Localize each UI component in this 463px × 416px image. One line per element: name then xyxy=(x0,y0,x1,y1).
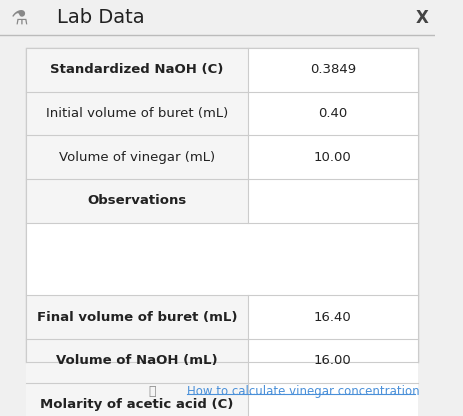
Text: 🏷: 🏷 xyxy=(149,384,156,398)
Text: Volume of NaOH (mL): Volume of NaOH (mL) xyxy=(56,354,218,367)
FancyBboxPatch shape xyxy=(248,48,418,92)
FancyBboxPatch shape xyxy=(248,92,418,135)
Text: How to calculate vinegar concentration: How to calculate vinegar concentration xyxy=(187,384,419,398)
Text: 16.00: 16.00 xyxy=(314,354,351,367)
Text: Observations: Observations xyxy=(88,194,187,207)
FancyBboxPatch shape xyxy=(26,48,248,92)
Text: Volume of vinegar (mL): Volume of vinegar (mL) xyxy=(59,151,215,163)
FancyBboxPatch shape xyxy=(26,339,248,383)
Text: Standardized NaOH (Ϲ): Standardized NaOH (Ϲ) xyxy=(50,63,224,76)
Text: Initial volume of buret (mL): Initial volume of buret (mL) xyxy=(46,107,228,120)
FancyBboxPatch shape xyxy=(248,295,418,339)
FancyBboxPatch shape xyxy=(248,179,418,223)
Text: Lab Data: Lab Data xyxy=(56,8,144,27)
FancyBboxPatch shape xyxy=(248,383,418,416)
FancyBboxPatch shape xyxy=(26,295,248,339)
FancyBboxPatch shape xyxy=(248,135,418,179)
Text: 16.40: 16.40 xyxy=(314,311,351,324)
FancyBboxPatch shape xyxy=(26,383,248,416)
Text: ⚗: ⚗ xyxy=(11,8,28,27)
Text: 10.00: 10.00 xyxy=(314,151,351,163)
FancyBboxPatch shape xyxy=(0,0,435,35)
FancyBboxPatch shape xyxy=(248,339,418,383)
Text: X: X xyxy=(415,9,428,27)
FancyBboxPatch shape xyxy=(26,92,248,135)
Text: 0.3849: 0.3849 xyxy=(310,63,356,76)
FancyBboxPatch shape xyxy=(26,135,248,179)
FancyBboxPatch shape xyxy=(26,179,248,223)
Text: Final volume of buret (mL): Final volume of buret (mL) xyxy=(37,311,237,324)
Text: 0.40: 0.40 xyxy=(318,107,347,120)
Text: Molarity of acetic acid (Ϲ): Molarity of acetic acid (Ϲ) xyxy=(40,398,234,411)
FancyBboxPatch shape xyxy=(26,48,418,362)
FancyBboxPatch shape xyxy=(26,223,418,295)
